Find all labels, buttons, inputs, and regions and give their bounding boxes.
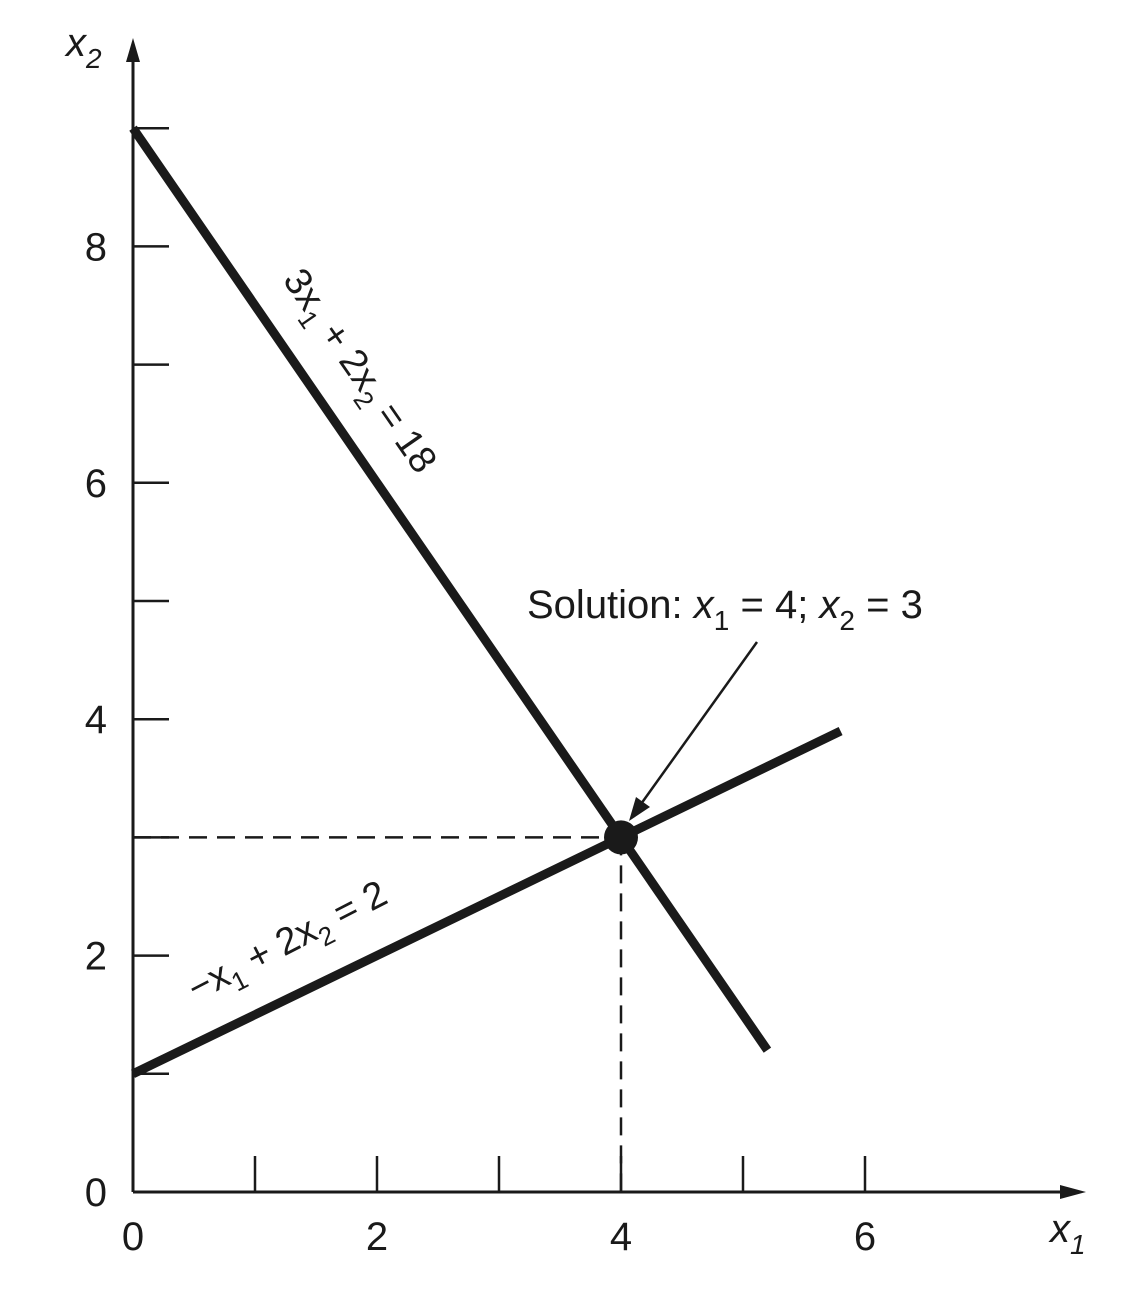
y-axis-title-sub: 2 — [85, 43, 102, 74]
axes — [126, 38, 1086, 1199]
y-tick-label: 6 — [85, 462, 107, 506]
y-axis-arrow — [126, 38, 140, 62]
series-lines — [129, 125, 843, 1078]
series-line-2 — [131, 726, 843, 1078]
solution-point — [604, 820, 638, 855]
solution-guides — [133, 836, 623, 1192]
x-tick-label: 2 — [366, 1215, 388, 1259]
y-tick-label: 2 — [85, 935, 107, 979]
y-tick-label: 0 — [85, 1171, 107, 1215]
solution-arrow-shaft — [639, 641, 759, 805]
x-tick-label: 6 — [854, 1215, 876, 1259]
y-tick-label: 8 — [85, 225, 107, 269]
x-tick-label: 0 — [122, 1215, 144, 1259]
y-tick-label: 4 — [85, 698, 107, 742]
y-axis-title: x2 — [64, 21, 102, 74]
series-line-1 — [129, 125, 772, 1053]
tick-labels: 0 2 4 6 0 2 4 6 8 — [85, 225, 876, 1259]
x-axis-arrow — [1060, 1185, 1086, 1199]
x-axis-title: x1 — [1048, 1207, 1086, 1260]
x-axis-title-sub: 1 — [1070, 1229, 1086, 1260]
solution-arrow-head — [629, 797, 650, 821]
x-tick-label: 4 — [610, 1215, 632, 1259]
solution-annotation: Solution: x1 = 4; x2 = 3 — [527, 583, 923, 636]
solution-marks — [604, 820, 638, 855]
